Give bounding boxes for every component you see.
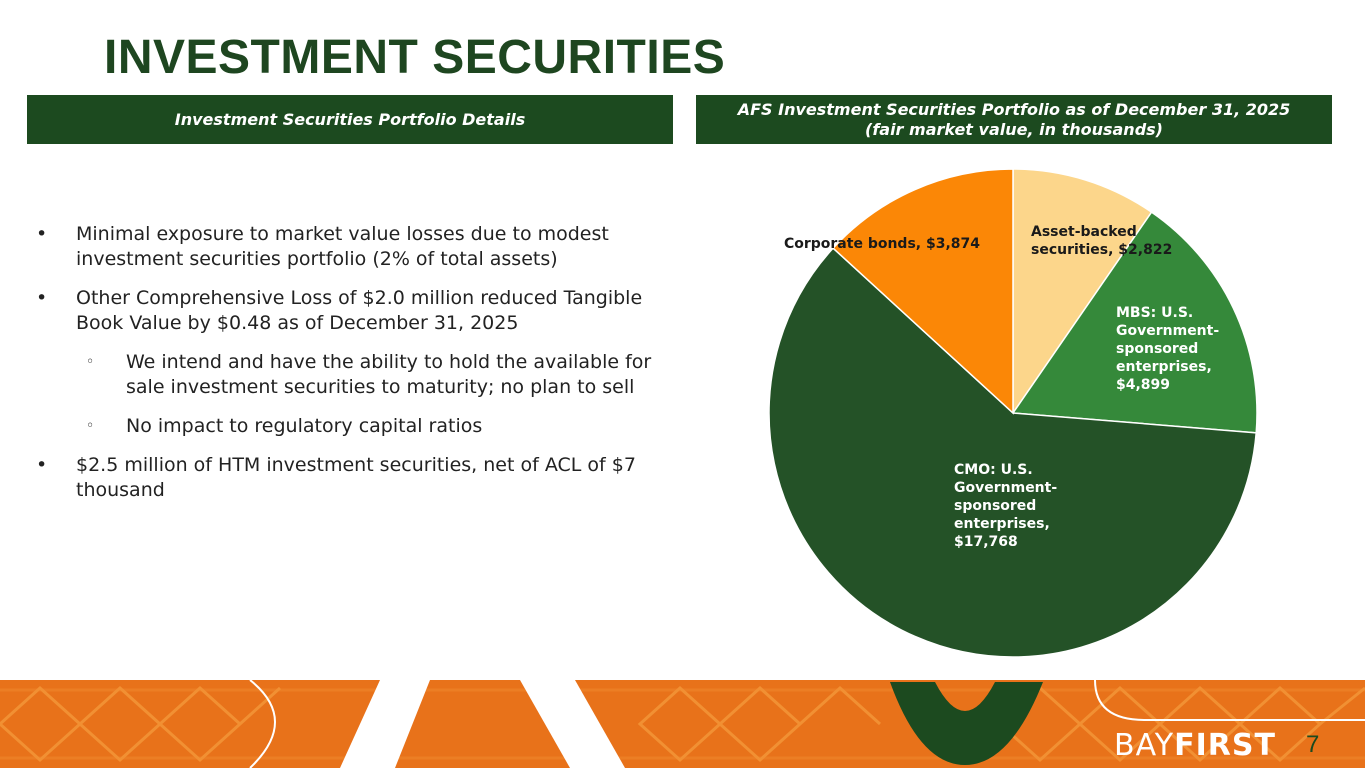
pie-data-label-line: MBS: U.S. [1116,305,1193,321]
footer-background [0,680,1365,768]
page-title: INVESTMENT SECURITIES [104,31,726,84]
pie-data-label-line: Corporate bonds, $3,874 [784,236,980,252]
pie-slice [768,247,1258,658]
pie-data-label-line: Government- [954,480,1057,496]
footer-curve-right [1094,680,1365,721]
bullet-text: Other Comprehensive Loss of $2.0 million… [76,287,643,334]
pie-data-label-line: sponsored [954,498,1036,514]
pie-data-label-line: enterprises, [1116,359,1212,375]
chart-header: AFS Investment Securities Portfolio as o… [696,95,1332,144]
pie-slice [832,168,1014,415]
bullet-text: $2.5 million of HTM investment securitie… [76,454,636,501]
pie-data-label: MBS: U.S. Government-sponsored enterprises… [1116,305,1219,393]
bayfirst-logo: BAYFIRST [1114,728,1276,763]
sub-bullet-item: ◦ No impact to regulatory capital ratios [36,414,676,439]
pie-slice [1012,168,1153,416]
pie-slice [1011,211,1258,434]
brand-light-text: BAY [1114,728,1175,763]
bullet-marker: • [36,223,48,245]
pie-data-label-line: $4,899 [1116,377,1170,393]
bullet-item: • Minimal exposure to market value losse… [36,222,676,272]
footer-pattern [0,685,1365,763]
pie-data-label-line: CMO: U.S. [954,462,1033,478]
pie-chart-svg: Asset-backed securities, $2,822 MBS: U.S. G… [768,168,1258,658]
footer-white-stripe-1 [340,680,430,768]
pie-data-label: Corporate bonds, $3,874 [784,236,980,252]
pie-data-label-line: sponsored [1116,341,1198,357]
bullet-marker: • [36,287,48,309]
sub-bullet-item: ◦ We intend and have the ability to hold… [36,350,676,400]
bullet-list: • Minimal exposure to market value losse… [36,222,676,517]
bullet-item: • Other Comprehensive Loss of $2.0 milli… [36,286,676,336]
portfolio-details-header-text: Investment Securities Portfolio Details [174,109,526,129]
brand-heavy-text: FIRST [1174,728,1276,763]
chart-header-line-2: (fair market value, in thousands) [865,119,1163,139]
pie-data-label-line: Asset-backed [1031,224,1137,240]
bullet-item: • $2.5 million of HTM investment securit… [36,453,676,503]
pie-data-label: CMO: U.S. Government-sponsored enterprises… [954,462,1057,550]
sub-bullet-marker: ◦ [86,354,95,370]
chart-header-line-1: AFS Investment Securities Portfolio as o… [737,99,1291,119]
bullet-marker: • [36,454,48,476]
footer-decoration [0,680,1365,768]
bullet-text: Minimal exposure to market value losses … [76,223,609,270]
sub-bullet-text: We intend and have the ability to hold t… [126,351,652,398]
pie-data-label-line: Government- [1116,323,1219,339]
footer-white-stripe-2 [520,680,625,768]
pie-data-label-line: enterprises, [954,516,1050,532]
sub-bullet-marker: ◦ [86,418,95,434]
pie-data-label-line: securities, $2,822 [1031,242,1172,258]
footer-curve-left [249,680,276,768]
page-number: 7 [1306,731,1320,758]
pie-data-label-line: $17,768 [954,534,1018,550]
footer-green-chevron [890,682,1043,765]
portfolio-details-header: Investment Securities Portfolio Details [27,95,673,144]
pie-data-label: Asset-backed securities, $2,822 [1031,224,1172,258]
sub-bullet-text: No impact to regulatory capital ratios [126,415,483,437]
pie-chart: Asset-backed securities, $2,822 MBS: U.S. G… [760,160,1270,670]
